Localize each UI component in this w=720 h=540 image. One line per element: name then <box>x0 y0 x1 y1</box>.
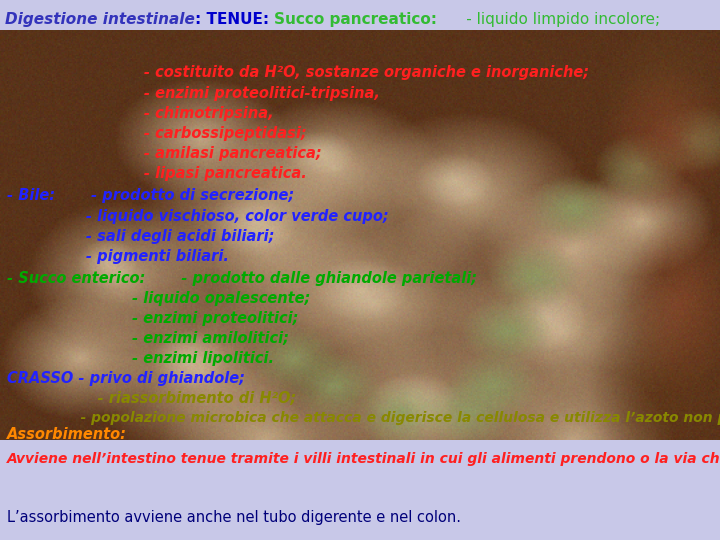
Text: - Succo enterico:       - prodotto dalle ghiandole parietali;: - Succo enterico: - prodotto dalle ghian… <box>7 271 477 286</box>
Text: - lipasi pancreatica.: - lipasi pancreatica. <box>108 166 307 181</box>
Text: - enzimi amilolitici;: - enzimi amilolitici; <box>50 331 289 346</box>
Text: : TENUE:: : TENUE: <box>195 11 274 26</box>
Text: L’assorbimento avviene anche nel tubo digerente e nel colon.: L’assorbimento avviene anche nel tubo di… <box>7 510 462 525</box>
Text: - popolazione microbica che attacca e digerisce la cellulosa e utilizza l’azoto : - popolazione microbica che attacca e di… <box>22 410 720 424</box>
Text: Digestione intestinale: Digestione intestinale <box>5 11 195 26</box>
Text: Assorbimento:: Assorbimento: <box>7 427 127 442</box>
Text: - liquido limpido incolore;: - liquido limpido incolore; <box>437 11 660 26</box>
Text: - chimotripsina,: - chimotripsina, <box>108 106 274 121</box>
Text: - pigmenti biliari.: - pigmenti biliari. <box>50 249 229 264</box>
Text: - enzimi lipolitici.: - enzimi lipolitici. <box>50 352 274 366</box>
Text: - riassorbimento di H²O;: - riassorbimento di H²O; <box>36 391 296 406</box>
Text: - Bile:       - prodotto di secrezione;: - Bile: - prodotto di secrezione; <box>7 188 294 204</box>
Text: CRASSO - privo di ghiandole;: CRASSO - privo di ghiandole; <box>7 371 246 386</box>
Text: Avviene nell’intestino tenue tramite i villi intestinali in cui gli alimenti pre: Avviene nell’intestino tenue tramite i v… <box>7 452 720 466</box>
Text: Succo pancreatico:: Succo pancreatico: <box>274 11 437 26</box>
Text: - enzimi proteolitici;: - enzimi proteolitici; <box>50 311 299 326</box>
Text: - liquido opalescente;: - liquido opalescente; <box>50 291 311 306</box>
Text: - amilasi pancreatica;: - amilasi pancreatica; <box>108 146 322 161</box>
Text: - sali degli acidi biliari;: - sali degli acidi biliari; <box>50 228 275 244</box>
Text: - enzimi proteolitici-tripsina,: - enzimi proteolitici-tripsina, <box>108 86 380 101</box>
Text: - liquido vischioso, color verde cupo;: - liquido vischioso, color verde cupo; <box>50 208 389 224</box>
Text: - carbossipeptidasi;: - carbossipeptidasi; <box>108 126 307 141</box>
Text: - costituito da H²O, sostanze organiche e inorganiche;: - costituito da H²O, sostanze organiche … <box>108 65 589 80</box>
